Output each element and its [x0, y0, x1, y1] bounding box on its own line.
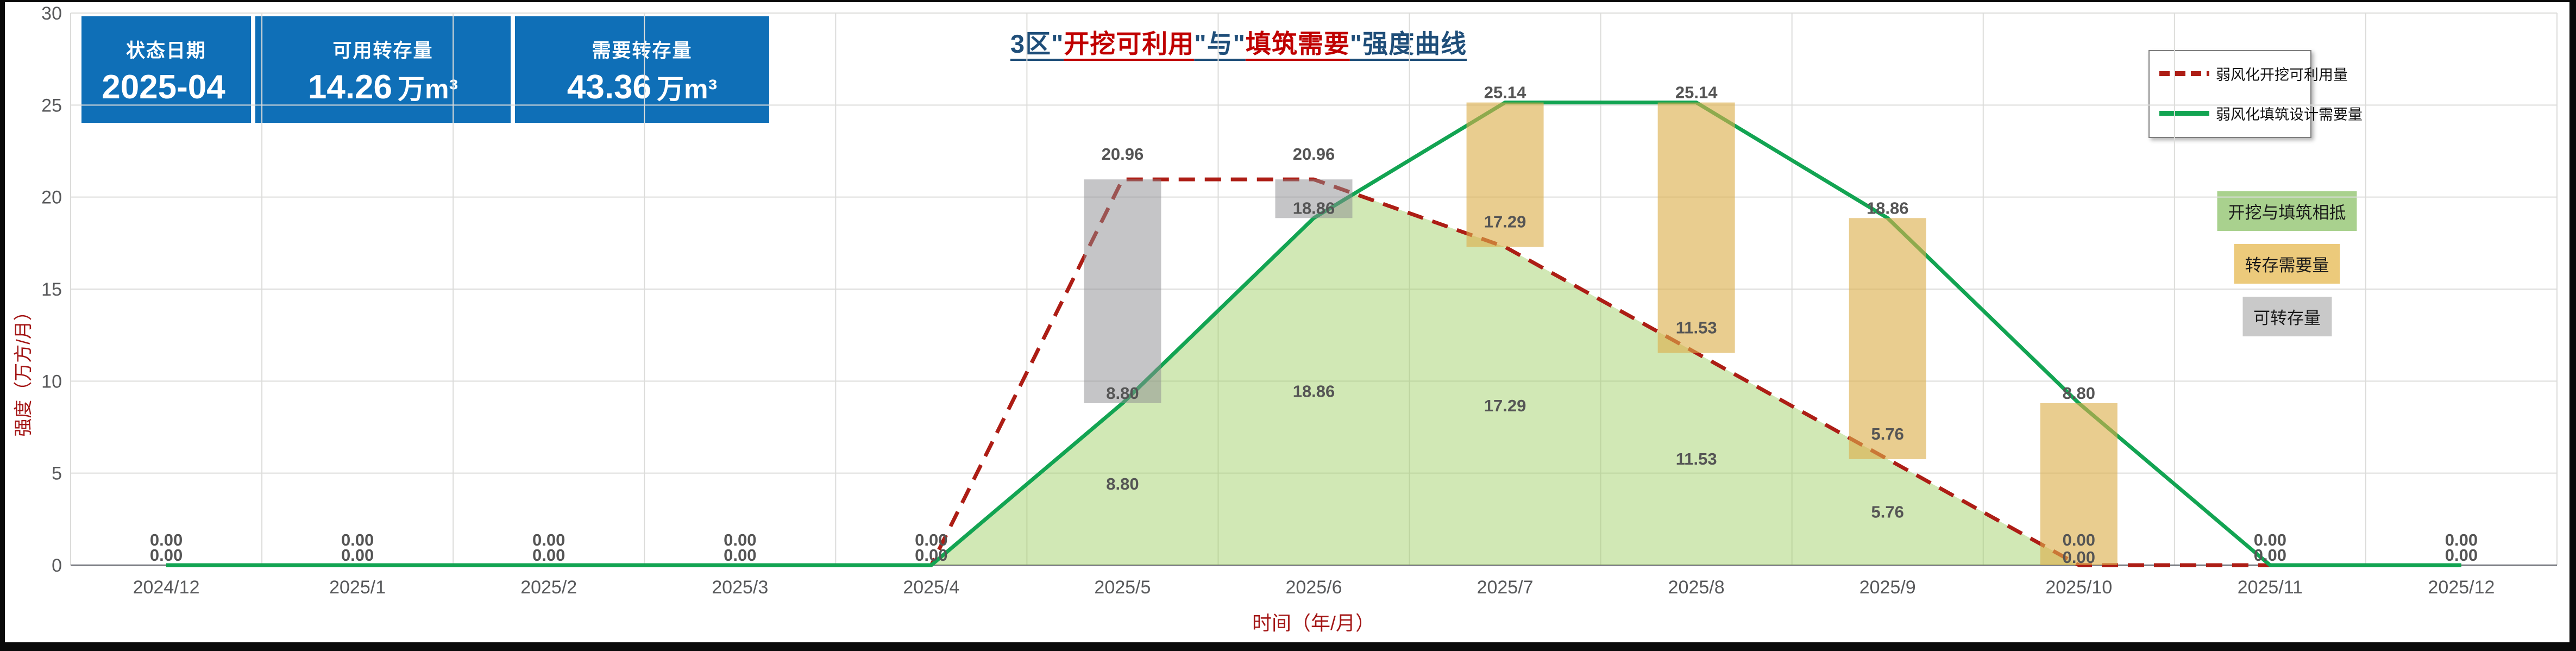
dashed-line-icon	[2159, 71, 2209, 76]
excavation-value-label: 0.00	[341, 530, 374, 549]
y-tick-label: 30	[41, 3, 62, 24]
screen-border-right	[2569, 0, 2576, 651]
offset-area-label: 18.86	[1293, 382, 1335, 401]
excavation-value-label: 0.00	[532, 530, 565, 549]
offset-area-label: 8.80	[1106, 474, 1139, 493]
y-tick-label: 5	[52, 464, 62, 484]
filling-value-label: 0.00	[150, 546, 183, 565]
filling-value-label: 0.00	[2445, 546, 2478, 565]
series-chip: 可转存量	[2242, 297, 2332, 336]
chart-title-segment: 填筑需要	[1245, 29, 1350, 58]
screen-border-bottom	[0, 642, 2576, 651]
x-tick-label: 2025/1	[329, 577, 386, 598]
x-tick-label: 2025/7	[1477, 577, 1534, 598]
offset-area-label: 11.53	[1676, 449, 1717, 468]
legend-item-excavation[interactable]: 弱风化开挖可利用量	[2159, 63, 2348, 84]
y-tick-label: 0	[52, 555, 62, 576]
filling-value-label: 8.80	[1106, 384, 1139, 403]
filling-value-label: 0.00	[2254, 546, 2286, 565]
y-tick-label: 15	[41, 279, 62, 300]
series-chip: 转存需要量	[2234, 244, 2340, 284]
y-tick-label: 20	[41, 187, 62, 208]
x-tick-label: 2025/8	[1668, 577, 1725, 598]
excavation-value-label: 17.29	[1484, 212, 1526, 231]
x-tick-label: 2025/5	[1094, 577, 1151, 598]
transferable-bar	[1275, 179, 1353, 218]
stat-card-label: 可用转存量	[332, 40, 433, 61]
excavation-value-label: 20.96	[1102, 145, 1144, 164]
x-tick-label: 2025/2	[520, 577, 577, 598]
excavation-value-label: 5.76	[1871, 424, 1904, 443]
solid-line-icon	[2159, 111, 2209, 116]
chart-title-segment: 3区"	[1010, 29, 1064, 58]
filling-value-label: 25.14	[1675, 83, 1718, 102]
excavation-value-label: 11.53	[1676, 318, 1717, 337]
legend-item-label: 弱风化填筑设计需要量	[2216, 107, 2363, 123]
excavation-value-label: 0.00	[724, 530, 756, 549]
x-tick-label: 2024/12	[133, 577, 200, 598]
chart-title-segment: "强度曲线	[1349, 29, 1467, 58]
series-chip: 开挖与填筑相抵	[2217, 191, 2357, 231]
x-tick-label: 2025/9	[1859, 577, 1916, 598]
x-tick-label: 2025/10	[2045, 577, 2112, 598]
excavation-value-label: 0.00	[150, 530, 183, 549]
excavation-value-label: 0.00	[2254, 530, 2286, 549]
chart-title-segment: 开挖可利用	[1064, 29, 1195, 58]
legend-item-filling[interactable]: 弱风化填筑设计需要量	[2159, 103, 2363, 124]
x-tick-label: 2025/3	[712, 577, 768, 598]
offset-area-label: 0.00	[2063, 548, 2095, 567]
stat-card-value: 43.36 万m³	[567, 68, 718, 106]
transfer-needed-bar	[1657, 102, 1735, 353]
legend-box: 弱风化开挖可利用量 弱风化填筑设计需要量	[2148, 50, 2363, 138]
stat-card-value: 14.26 万m³	[307, 68, 458, 106]
excavation-value-label: 20.96	[1293, 145, 1335, 164]
chart-title-segment: "与"	[1194, 29, 1246, 58]
screen-border-left	[0, 0, 5, 651]
y-tick-label: 10	[41, 371, 62, 392]
transfer-needed-bar	[1466, 102, 1544, 247]
x-tick-label: 2025/4	[903, 577, 959, 598]
x-tick-label: 2025/12	[2428, 577, 2495, 598]
stat-card-value: 2025-04	[102, 68, 225, 106]
x-tick-label: 2025/11	[2238, 577, 2303, 598]
y-tick-label: 25	[41, 95, 62, 116]
filling-value-label: 18.86	[1293, 198, 1335, 217]
transfer-needed-bar	[1849, 218, 1926, 459]
series-chips: 开挖与填筑相抵 转存需要量可转存量	[2217, 191, 2357, 336]
excavation-value-label: 0.00	[915, 530, 947, 549]
legend-item-label: 弱风化开挖可利用量	[2216, 67, 2348, 83]
filling-value-label: 8.80	[2063, 384, 2095, 403]
filling-value-label: 0.00	[341, 546, 374, 565]
offset-area-label: 5.76	[1871, 502, 1904, 521]
filling-value-label: 0.00	[915, 546, 947, 565]
filling-value-label: 0.00	[724, 546, 756, 565]
filling-value-label: 0.00	[532, 546, 565, 565]
filling-value-label: 25.14	[1484, 83, 1526, 102]
area-offset-region	[166, 193, 2461, 566]
stat-card-label: 需要转存量	[592, 40, 693, 61]
x-tick-label: 2025/6	[1286, 577, 1342, 598]
excavation-value-label: 0.00	[2445, 530, 2478, 549]
transferable-bar	[1084, 179, 1161, 403]
offset-area-label: 17.29	[1484, 396, 1526, 415]
chart-title: 3区"开挖可利用"与"填筑需要"强度曲线	[1010, 23, 1467, 60]
filling-value-label: 18.86	[1867, 198, 1909, 217]
transfer-needed-bar	[2040, 403, 2118, 565]
x-axis-title: 时间（年/月）	[1252, 612, 1375, 634]
stat-card-label: 状态日期	[125, 40, 206, 61]
screen-border-top	[0, 0, 2576, 2]
excavation-value-label: 0.00	[2063, 530, 2095, 549]
